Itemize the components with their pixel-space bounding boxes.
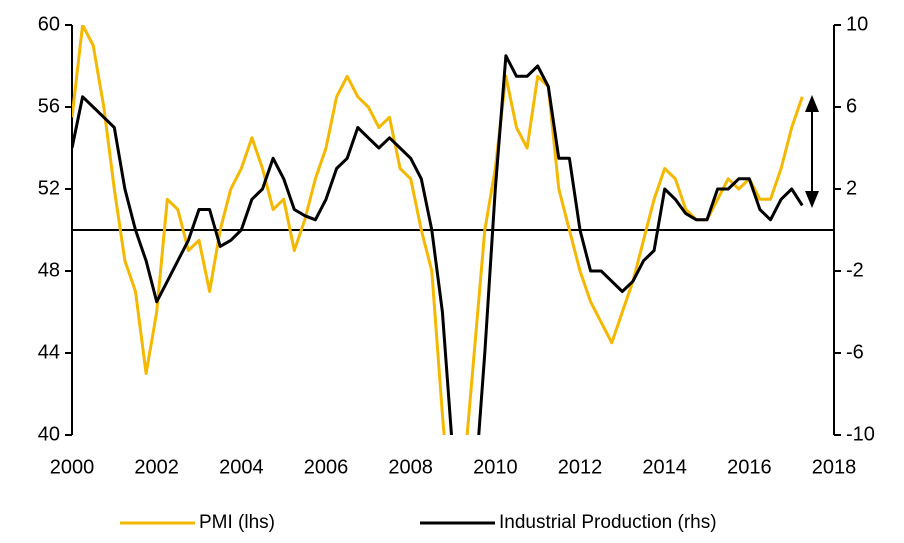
x-tick-label: 2000 <box>50 456 95 478</box>
legend-label: Industrial Production (rhs) <box>499 512 717 533</box>
x-tick-label: 2002 <box>134 456 179 478</box>
x-tick-label: 2004 <box>219 456 264 478</box>
series-line <box>72 54 804 435</box>
x-tick-label: 2010 <box>473 456 518 478</box>
y-tick-label: 60 <box>38 13 60 35</box>
y2-tick-label: 6 <box>846 95 857 117</box>
x-tick-label: 2006 <box>304 456 349 478</box>
legend-label: PMI (lhs) <box>199 512 275 533</box>
x-tick-label: 2008 <box>388 456 433 478</box>
y-tick-label: 40 <box>38 423 60 445</box>
y2-tick-label: 2 <box>846 177 857 199</box>
x-tick-label: 2018 <box>812 456 857 478</box>
range-arrow <box>805 95 819 208</box>
series-line <box>72 25 804 435</box>
plot-area <box>72 25 804 435</box>
x-tick-label: 2014 <box>642 456 687 478</box>
y-tick-label: 56 <box>38 95 60 117</box>
y2-tick-label: -6 <box>846 341 864 363</box>
y-tick-label: 48 <box>38 259 60 281</box>
legend: PMI (lhs) Industrial Production (rhs) <box>120 512 717 533</box>
x-tick-label: 2016 <box>727 456 772 478</box>
y2-tick-label: -2 <box>846 259 864 281</box>
y2-tick-label: 10 <box>846 13 868 35</box>
x-tick-label: 2012 <box>558 456 603 478</box>
y-tick-label: 44 <box>38 341 60 363</box>
y-tick-label: 52 <box>38 177 60 199</box>
y2-tick-label: -10 <box>846 423 875 445</box>
